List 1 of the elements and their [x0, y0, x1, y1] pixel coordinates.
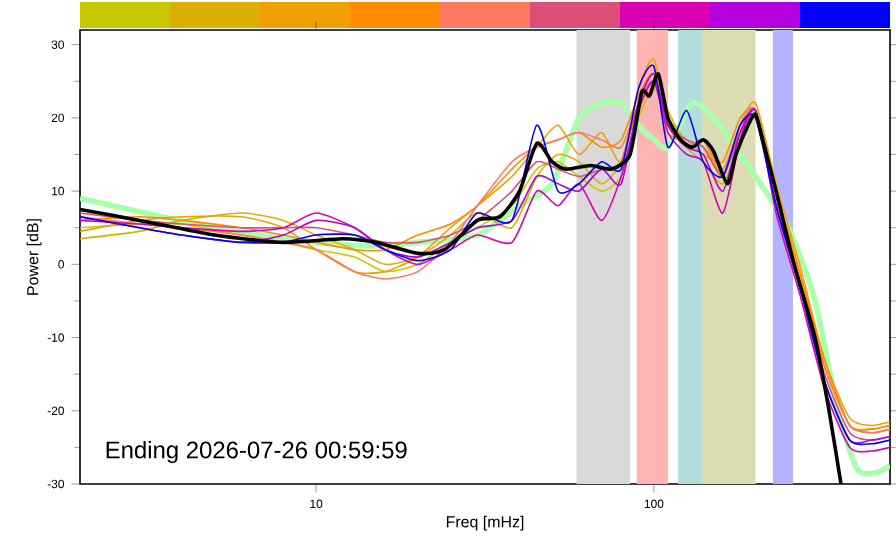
annotation: Ending 2026-07-26 00:59:59 [106, 440, 407, 464]
